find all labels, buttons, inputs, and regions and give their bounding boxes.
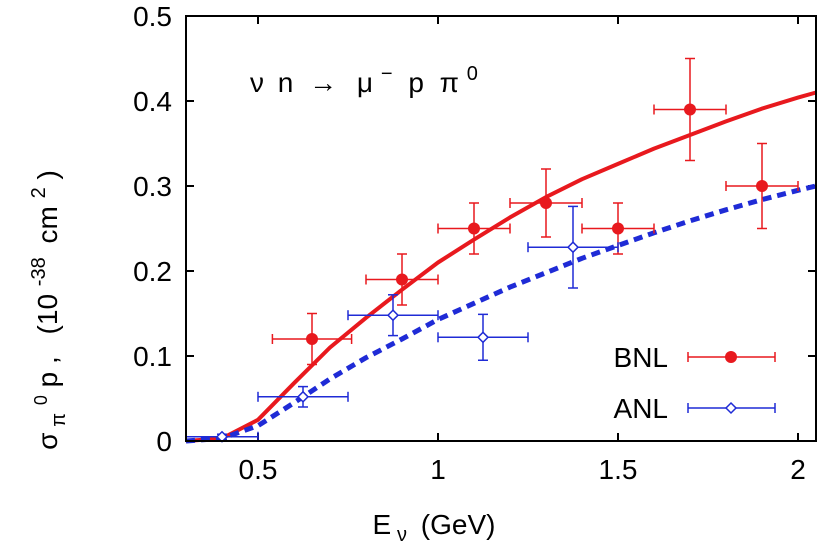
anl-point xyxy=(347,294,439,337)
y-tick-label: 0.1 xyxy=(133,341,172,372)
axis-ticks xyxy=(186,15,816,442)
y-tick-label: 0.5 xyxy=(133,1,172,32)
point-marker xyxy=(306,333,318,345)
anl-point xyxy=(527,205,619,289)
plot-frame xyxy=(185,15,817,442)
x-tick-label: 1.5 xyxy=(599,454,638,485)
x-tick-label: 0.5 xyxy=(239,454,278,485)
legend: BNL ANL xyxy=(614,342,776,424)
reaction-annotation: ν n → μ − p π 0 xyxy=(250,55,478,98)
legend-entry-anl: ANL xyxy=(614,393,776,424)
point-marker xyxy=(468,222,480,235)
legend-entry-bnl: BNL xyxy=(614,342,776,373)
point-marker xyxy=(476,331,490,344)
point-marker xyxy=(386,309,400,322)
dashed-curve xyxy=(185,183,817,444)
legend-marker xyxy=(725,351,737,363)
curves xyxy=(185,90,817,444)
solid-curve xyxy=(185,90,817,443)
bnl-point xyxy=(365,253,439,306)
anl-point xyxy=(437,313,529,361)
point-marker xyxy=(684,103,696,116)
point-marker xyxy=(612,222,624,235)
data-points xyxy=(185,57,799,443)
legend-marker xyxy=(724,401,738,415)
y-tick-label: 0.3 xyxy=(133,171,172,202)
x-tick-label: 1 xyxy=(430,454,446,485)
bnl-point xyxy=(271,312,353,366)
y-tick-label: 0.2 xyxy=(133,256,172,287)
x-axis-label: E ν (GeV) xyxy=(373,509,496,547)
bnl-point xyxy=(437,202,511,255)
bnl-point xyxy=(509,168,583,238)
point-marker xyxy=(566,241,580,254)
point-marker xyxy=(756,180,768,192)
y-tick-label: 0 xyxy=(156,426,172,457)
tick-labels: 0.5 1 1.5 2 0 0.1 0.2 0.3 0.4 0.5 xyxy=(133,1,806,485)
point-marker xyxy=(540,197,552,209)
legend-label: ANL xyxy=(614,393,668,424)
point-marker xyxy=(396,273,408,286)
anl-point xyxy=(257,385,349,408)
x-tick-label: 2 xyxy=(790,454,806,485)
anl-point xyxy=(185,430,259,443)
legend-label: BNL xyxy=(614,342,668,373)
y-tick-label: 0.4 xyxy=(133,86,172,117)
bnl-point xyxy=(725,142,799,230)
y-axis-label: σ π 0 p , (10 -38 cm 2 ) xyxy=(20,170,71,450)
bnl-point xyxy=(653,57,727,162)
point-marker xyxy=(296,390,310,403)
